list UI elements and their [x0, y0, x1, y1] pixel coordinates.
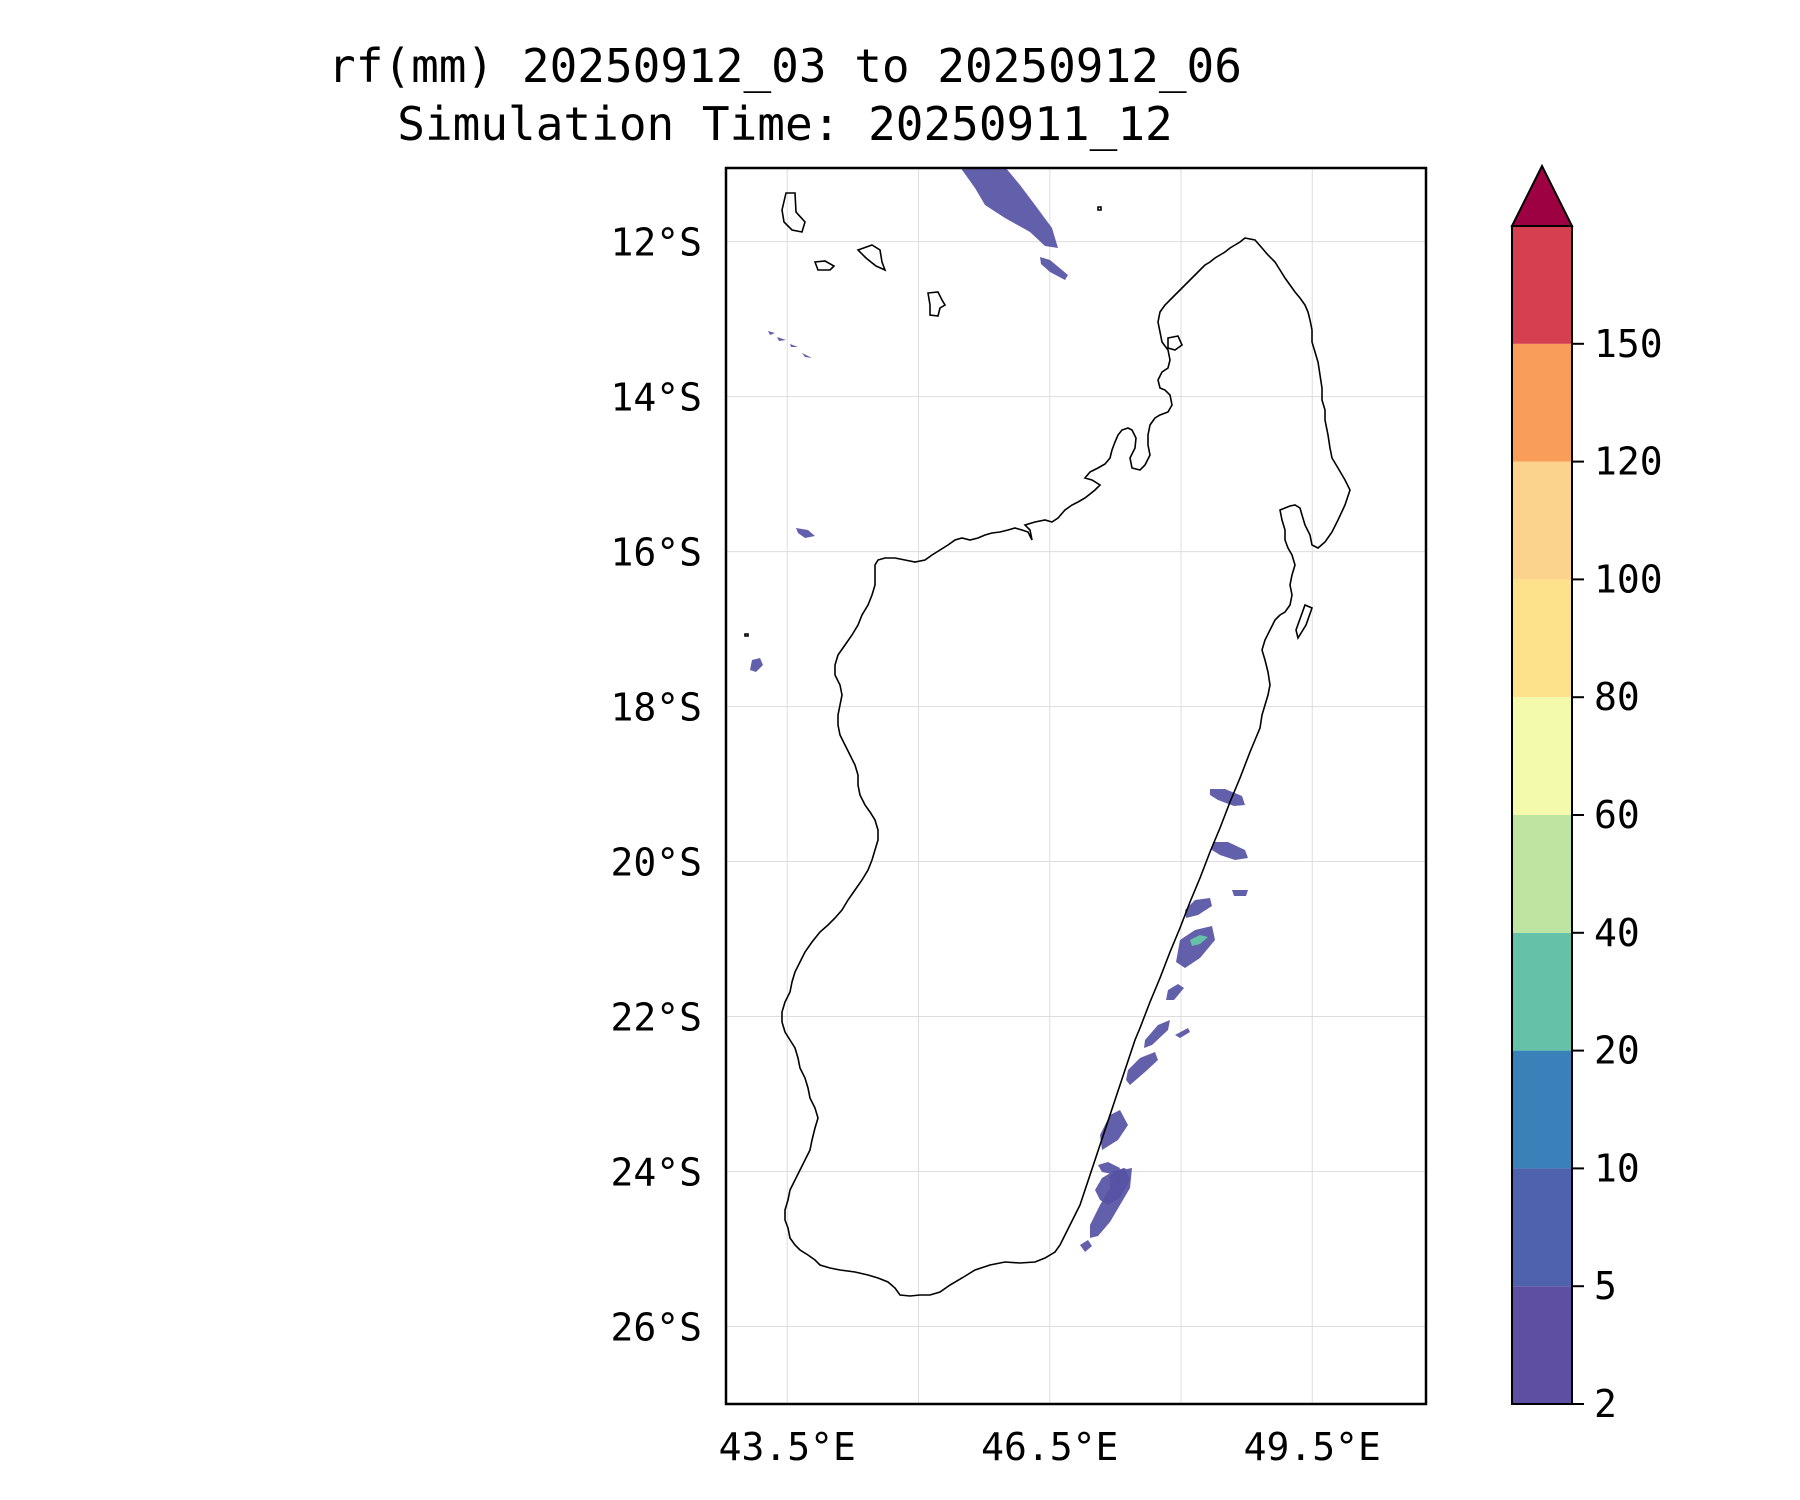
island-grande-comore	[781, 192, 806, 233]
chart-subtitle: Simulation Time: 20250911_12	[397, 97, 1173, 151]
lat-tick-label: 14°S	[610, 376, 702, 420]
rain-cell-east-4	[1185, 898, 1212, 918]
madagascar-coastline	[781, 237, 1351, 1297]
rain-cell-east-3	[1232, 890, 1248, 896]
colorbar-segment	[1512, 815, 1572, 933]
lon-tick-label: 46.5°E	[981, 1425, 1118, 1469]
island-sainte-marie	[1295, 603, 1314, 641]
colorbar-tick-label: 120	[1594, 440, 1663, 484]
longitude-axis: 43.5°E 46.5°E 49.5°E	[719, 1425, 1381, 1469]
rain-cell-west-1	[796, 528, 815, 538]
rain-cell-south-6	[1090, 1168, 1132, 1238]
colorbar-segment	[1512, 1050, 1572, 1169]
lat-tick-label: 12°S	[610, 221, 702, 265]
colorbar-segment	[1512, 1168, 1572, 1287]
rain-cell-nw-4	[802, 353, 812, 358]
rain-cell-east-9	[1126, 1052, 1158, 1085]
colorbar-segment	[1512, 226, 1572, 344]
colorbar-tick-label: 2	[1594, 1382, 1617, 1426]
island-anjouan	[856, 244, 887, 272]
colorbar-extend-triangle	[1510, 163, 1574, 227]
rain-cell-north	[960, 167, 1058, 248]
lat-tick-label: 22°S	[610, 996, 702, 1040]
colorbar: 2 5 10 20 40 60 80 100 120 150	[1510, 163, 1663, 1426]
lat-tick-label: 24°S	[610, 1151, 702, 1195]
gridlines	[726, 168, 1426, 1404]
rain-cell-east-7	[1175, 1028, 1190, 1038]
lon-tick-label: 49.5°E	[1244, 1425, 1381, 1469]
colorbar-segment	[1512, 461, 1572, 580]
rain-cell-east-1	[1210, 789, 1245, 806]
chart-title: rf(mm) 20250912_03 to 20250912_06	[328, 39, 1242, 93]
lat-tick-label: 20°S	[610, 841, 702, 885]
colorbar-tick-label: 80	[1594, 675, 1640, 719]
rain-cell-south-7	[1080, 1240, 1092, 1252]
rain-cell-nw-1	[768, 331, 775, 335]
colorbar-tick-label: 40	[1594, 911, 1640, 955]
lon-tick-label: 43.5°E	[719, 1425, 856, 1469]
rain-cell-east-8	[1144, 1020, 1170, 1048]
colorbar-segment	[1512, 343, 1572, 462]
colorbar-tick-label: 60	[1594, 793, 1640, 837]
rain-cell-east-peak	[1190, 935, 1208, 946]
lat-tick-label: 18°S	[610, 686, 702, 730]
lat-tick-label: 26°S	[610, 1306, 702, 1350]
colorbar-tick-label: 100	[1594, 557, 1663, 601]
colorbar-segment	[1512, 579, 1572, 698]
island-small-1	[1097, 206, 1102, 211]
colorbar-tick-label: 20	[1594, 1029, 1640, 1073]
rain-cell-east-6	[1166, 984, 1184, 1000]
rain-cell-north-2	[1040, 257, 1068, 280]
rain-cell-east-5	[1176, 926, 1215, 968]
rainfall-contours	[750, 167, 1248, 1252]
lat-tick-label: 16°S	[610, 531, 702, 575]
island-nosy-be	[1167, 335, 1183, 351]
colorbar-segment	[1512, 697, 1572, 815]
island-moheli	[813, 260, 836, 271]
rain-cell-east-2	[1212, 842, 1248, 860]
island-small-2	[744, 633, 749, 637]
rain-cell-nw-2	[777, 337, 786, 341]
latitude-axis: 12°S 14°S 16°S 18°S 20°S 22°S 24°S 26°S	[610, 221, 702, 1350]
coastline	[744, 192, 1351, 1297]
map-frame	[724, 166, 1428, 1406]
colorbar-segment	[1512, 1286, 1572, 1404]
rain-cell-south-1	[1100, 1110, 1128, 1150]
colorbar-tick-label: 5	[1594, 1264, 1617, 1308]
colorbar-segment	[1512, 932, 1572, 1051]
colorbar-tick-label: 150	[1594, 322, 1663, 366]
rain-cell-nw-3	[790, 344, 798, 347]
colorbar-tick-label: 10	[1594, 1146, 1640, 1190]
island-mayotte	[927, 291, 947, 317]
rain-cell-west-2	[750, 658, 763, 672]
